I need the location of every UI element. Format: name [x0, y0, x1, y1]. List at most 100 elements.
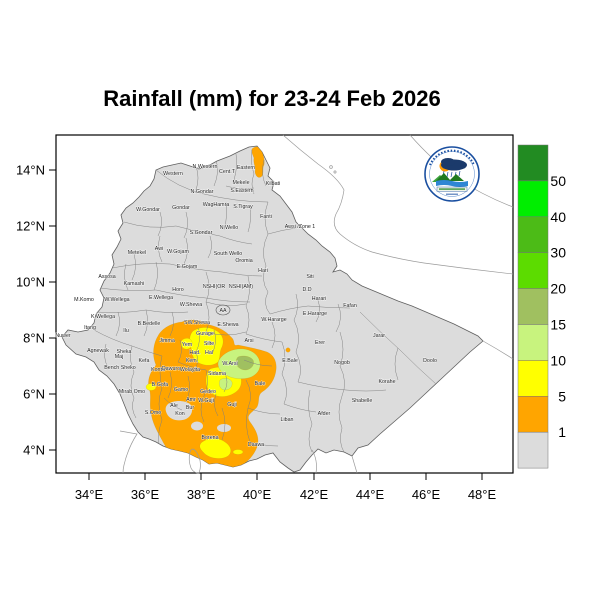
zone-label: Eastern: [237, 165, 255, 171]
zone-label: Kamashi: [124, 281, 145, 287]
legend-value-label: 30: [550, 245, 566, 261]
zone-label: Silte: [204, 341, 214, 347]
zone-label: Gamo: [174, 387, 188, 393]
zone-label: Gedeo: [200, 389, 216, 395]
zone-label: Afder: [318, 411, 331, 417]
legend-value-label: 15: [550, 317, 566, 333]
legend-swatch: [517, 252, 549, 289]
zone-label: Mirab Omo: [119, 389, 145, 395]
zone-label: E.Shewa: [217, 322, 238, 328]
zone-label: Liban: [281, 417, 294, 423]
zone-label: Dawuro: [162, 366, 180, 372]
zone-label: AA: [219, 308, 227, 314]
y-tick-label: 14°N: [16, 163, 45, 178]
zone-label: Bale: [255, 381, 266, 387]
zone-label: Siti: [306, 274, 313, 280]
figure-title: Rainfall (mm) for 23-24 Feb 2026: [103, 86, 440, 111]
addis-ababa-circle: [215, 304, 231, 316]
zone-label: Kefa: [139, 358, 150, 364]
zone-label: South Wello: [214, 251, 243, 257]
x-tick-label: 36°E: [131, 487, 160, 502]
zone-label: Bench Sheko: [104, 365, 136, 371]
zone-label: Nogob: [334, 360, 350, 366]
legend-value-label: 40: [550, 209, 566, 225]
mountains-icon: [436, 173, 464, 181]
emblem-arc-text: [429, 149, 475, 166]
y-tick-label: 12°N: [16, 219, 45, 234]
x-tick-label: 34°E: [75, 487, 104, 502]
zone-label: B.Bedelle: [138, 321, 161, 327]
zone-label: Agnewak: [87, 348, 109, 354]
rainfall-shading: [145, 146, 291, 472]
zone-label: Fanti: [260, 214, 272, 220]
zone-label: Mekele: [232, 180, 249, 186]
zone-label: Metekel: [128, 250, 147, 256]
rain-spot-1-5mm: [285, 347, 291, 353]
zone-label: Konta: [151, 367, 165, 373]
zone-label: SW.Shewa: [184, 320, 210, 326]
zone-label: Assosa: [98, 274, 115, 280]
zone-label: D.D: [302, 287, 311, 293]
dry-gap: [217, 424, 231, 432]
meteorology-institute-emblem-icon: [424, 146, 480, 202]
zone-label: N.Gondar: [191, 189, 214, 195]
zone-label: Fafan: [343, 303, 357, 309]
zone-label: Shabelle: [352, 398, 373, 404]
zone-label: Doolo: [423, 358, 437, 364]
legend-swatch: [517, 396, 549, 433]
x-tick-label: 44°E: [356, 487, 385, 502]
zone-label: Yem: [182, 342, 193, 348]
zone-label: Erer: [315, 340, 325, 346]
zone-label: N.Western: [193, 164, 218, 170]
zone-label: Arsi: [244, 338, 253, 344]
zone-label: N.Wello: [220, 225, 239, 231]
zone-label: S.Eastern: [230, 188, 253, 194]
zone-label: Kem.: [186, 358, 198, 364]
rain-area-15-20mm-core: [235, 355, 254, 371]
zone-label: Cent.T: [219, 169, 236, 175]
legend-swatch: [517, 431, 549, 469]
y-axis: 14°N 12°N 10°N 8°N 6°N 4°N: [16, 163, 56, 458]
zone-label: NSHI(AM): [229, 284, 253, 290]
x-tick-label: 48°E: [468, 487, 497, 502]
zone-boundaries: [93, 149, 437, 453]
legend-swatch: [517, 360, 549, 397]
zone-label: W.Guji: [198, 398, 214, 404]
legend-swatch: [517, 144, 549, 182]
zone-label: Wolayita: [180, 367, 200, 373]
zone-label: WagHamra: [203, 202, 230, 208]
zone-label: Hari: [258, 268, 268, 274]
dry-gap: [165, 401, 193, 421]
x-axis: 34°E 36°E 38°E 40°E 42°E 44°E 46°E 48°E: [75, 473, 497, 502]
zone-label: Awi: [155, 246, 163, 252]
zone-label: B.Gofa: [152, 382, 169, 388]
zone-label: E.Hararge: [303, 311, 327, 317]
zone-label: Jarar: [373, 333, 385, 339]
zone-label: S.Tigray: [233, 204, 253, 210]
legend-swatch: [517, 216, 549, 253]
dry-gap: [191, 421, 203, 431]
zone-label: Ale: [170, 403, 178, 409]
zone-label: Ilu: [123, 328, 129, 334]
zone-label: Gurage: [196, 331, 214, 337]
y-tick-label: 8°N: [23, 331, 45, 346]
zone-label: W.Gondar: [136, 207, 160, 213]
zone-label: M.Komo: [74, 297, 94, 303]
x-tick-label: 38°E: [187, 487, 216, 502]
zone-label: W.Wellega: [104, 297, 129, 303]
zone-label: Sidama: [208, 371, 226, 377]
rain-spot-5-10mm-gofa: [145, 383, 157, 391]
zone-label: W.Arsi: [222, 361, 237, 367]
zone-label: Gondar: [172, 205, 190, 211]
zone-label: Itang: [84, 325, 96, 331]
zone-label: Guji: [227, 402, 236, 408]
zone-label: W.Hararge: [261, 317, 286, 323]
zone-label: S.Omo: [145, 410, 162, 416]
zone-label: Korahe: [378, 379, 395, 385]
zone-label: Daawa: [248, 442, 265, 448]
legend-swatch: [517, 288, 549, 325]
legend-value-label: 1: [558, 424, 566, 440]
